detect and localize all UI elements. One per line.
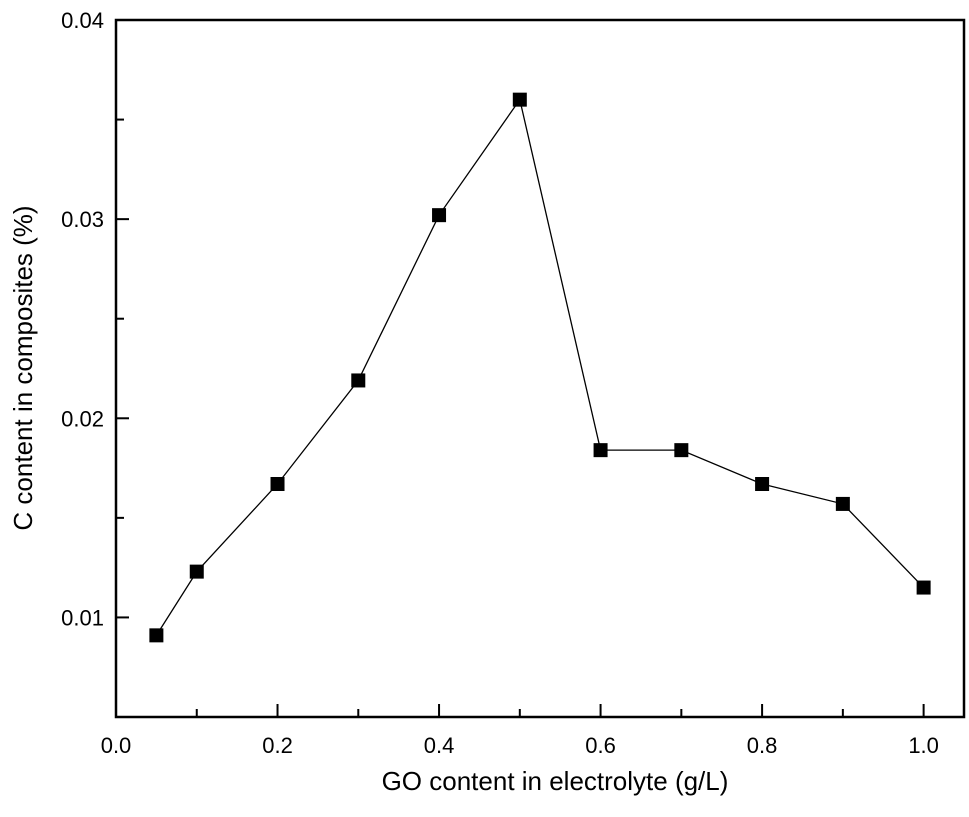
data-point [755,477,770,492]
data-point [674,443,689,458]
data-point [149,628,164,643]
x-tick-label: 0.4 [424,733,455,758]
data-point [593,443,608,458]
x-tick-label: 0.6 [585,733,616,758]
data-point [432,208,447,223]
x-tick-label: 1.0 [908,733,939,758]
data-point [835,496,850,511]
y-tick-label: 0.03 [61,207,104,232]
y-axis-label: C content in composites (%) [8,205,38,530]
y-tick-label: 0.04 [61,8,104,33]
series-line [155,98,925,636]
data-point [351,373,366,388]
x-tick-label: 0.2 [262,733,293,758]
x-tick-label: 0.8 [747,733,778,758]
data-point [512,92,527,107]
plot-frame [114,18,966,719]
x-tick-label: 0.0 [101,733,132,758]
data-point [189,564,204,579]
data-point [916,580,931,595]
data-point [270,477,285,492]
y-tick-label: 0.02 [61,406,104,431]
x-axis-label: GO content in electrolyte (g/L) [382,766,729,796]
y-tick-label: 0.01 [61,605,104,630]
